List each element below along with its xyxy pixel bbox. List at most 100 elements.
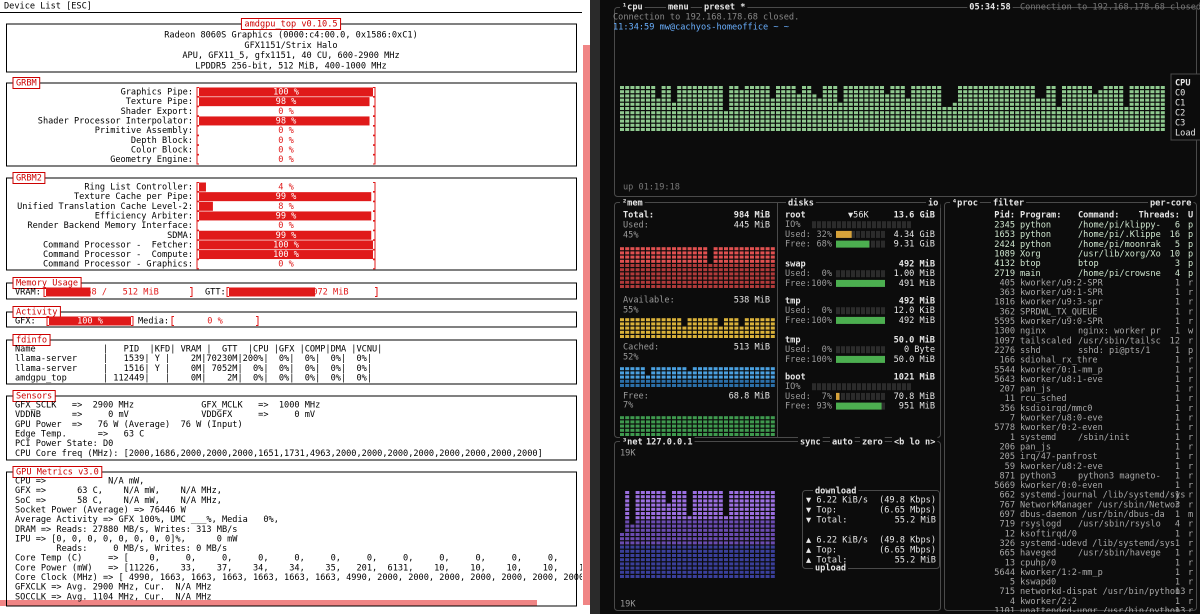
cpu-graph (1046, 123, 1051, 127)
usage-bar (199, 230, 372, 240)
box-frame (944, 202, 1197, 611)
net-stat-value: (6.65 Mbps) (879, 506, 936, 516)
cpu-graph (661, 128, 666, 131)
net-graph (734, 528, 739, 532)
cpu-graph (1150, 98, 1155, 102)
cpu-graph (869, 119, 874, 123)
threads: 3 (1175, 259, 1180, 269)
net-graph (698, 512, 702, 515)
cpu-graph (1119, 94, 1124, 98)
counter-name: Color Block: (131, 145, 193, 155)
net-graph (630, 554, 635, 557)
cpu-graph (952, 115, 957, 119)
box-title: ³net (622, 438, 643, 448)
net-graph (682, 520, 687, 524)
io-cell (812, 383, 816, 391)
net-graph (640, 524, 645, 528)
cpu-graph (828, 102, 832, 106)
mem-available-graph (656, 326, 661, 330)
metrics-line: Core Power (mW) => [11226, 33, 37, 34, 3… (15, 563, 703, 573)
threads: 1 (1175, 404, 1180, 414)
memory-label: GTT: (205, 288, 226, 298)
cpu-graph (708, 94, 713, 98)
net-graph (666, 533, 671, 536)
cpu-graph (843, 107, 848, 110)
cpu-graph (828, 94, 832, 98)
mem-cached-graph (677, 384, 682, 387)
mem-available-graph (770, 335, 775, 338)
net-graph (630, 558, 635, 562)
net-graph (677, 533, 682, 536)
net-graph (760, 566, 765, 570)
pid: 5669 (994, 481, 1015, 491)
mem-used-graph (661, 280, 666, 284)
cpu-graph (1150, 94, 1155, 98)
mem-free-graph (718, 433, 723, 436)
mem-used-graph (739, 276, 744, 280)
cpu-graph (864, 119, 869, 123)
cpu-graph (1082, 102, 1087, 106)
cpu-graph (828, 107, 832, 110)
mem-free-graph (739, 420, 744, 424)
net-graph (666, 516, 671, 520)
mem-used-graph (635, 285, 640, 288)
program: kworker/0:1-mm_p (1020, 365, 1103, 375)
cpu-graph (958, 107, 962, 110)
mem-free-graph (765, 428, 770, 432)
net-graph (625, 524, 630, 528)
cpu-graph (661, 94, 666, 98)
cpu-graph (864, 86, 869, 89)
cpu-graph (635, 102, 640, 106)
cpu-graph (952, 123, 957, 127)
net-stat-value: (49.8 Kbps) (879, 536, 936, 546)
cpu-graph (1072, 94, 1077, 98)
cpu-graph (890, 115, 895, 119)
net-graph (656, 554, 661, 557)
mem-used-graph (661, 247, 666, 251)
bar-bracket (196, 220, 376, 231)
net-graph (755, 545, 760, 549)
cpu-graph (635, 98, 640, 102)
mem-cached-graph (750, 384, 754, 387)
net-graph (750, 512, 754, 515)
mem-cached-graph (760, 379, 765, 383)
cpu-graph (812, 107, 817, 110)
cpu-graph (984, 90, 988, 94)
cpu-graph (1114, 119, 1118, 123)
net-graph (656, 516, 661, 520)
mem-used-graph (708, 280, 713, 284)
mem-available-graph (729, 318, 734, 322)
cpu-graph (1155, 98, 1160, 102)
net-graph (724, 537, 728, 541)
threads: 1 (1175, 481, 1180, 491)
command: /usr/bin/python3 (1103, 607, 1186, 614)
mem-cached-graph (666, 384, 671, 387)
cpu-graph (880, 119, 884, 123)
meter-cell (866, 230, 870, 238)
cpu-graph (994, 128, 999, 131)
cpu-graph (1010, 90, 1014, 94)
mem-cached-graph (692, 375, 697, 379)
net-graph (625, 558, 630, 562)
cpu-graph (838, 119, 843, 123)
mem-used-graph (770, 264, 775, 267)
cpu-graph (1134, 119, 1139, 123)
mem-free-graph (635, 433, 640, 436)
mem-used-graph (677, 251, 682, 255)
cpu-graph (750, 107, 754, 110)
cpu-graph (817, 119, 822, 123)
mem-used-graph (682, 247, 687, 251)
cpu-graph (1010, 119, 1014, 123)
net-graph (692, 575, 697, 578)
net-graph (744, 549, 749, 553)
net-graph (620, 570, 624, 574)
cpu-graph (880, 98, 884, 102)
cpu-graph (1150, 107, 1155, 110)
mem-cached-graph (755, 367, 760, 371)
cpu-graph (630, 90, 635, 94)
cpu-graph (999, 119, 1004, 123)
cpu-graph (973, 102, 978, 106)
cpu-graph (677, 128, 682, 131)
net-graph (760, 507, 765, 511)
cpu-graph (1119, 111, 1124, 115)
